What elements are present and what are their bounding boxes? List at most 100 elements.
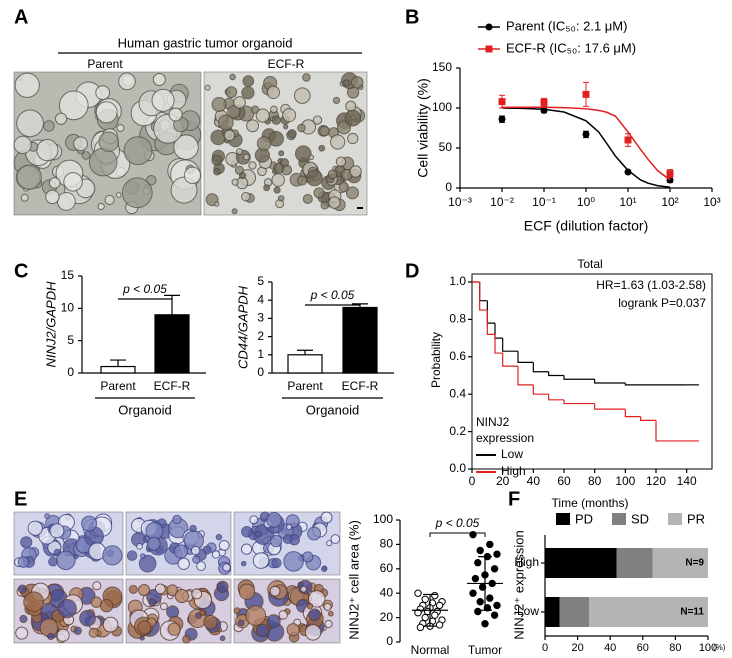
photo-blob bbox=[88, 627, 99, 638]
photo-blob bbox=[350, 76, 364, 89]
y-tick-label: 5 bbox=[257, 274, 264, 288]
y-tick-label: 100 bbox=[373, 512, 393, 526]
x-tick-label: 100 bbox=[699, 642, 717, 654]
photo-blob bbox=[54, 112, 68, 125]
photo-blob bbox=[102, 545, 123, 566]
survival-step bbox=[563, 375, 595, 380]
x-tick-label: 20 bbox=[496, 474, 510, 488]
data-point bbox=[476, 598, 484, 606]
photo-blob bbox=[116, 124, 125, 132]
sd-whisker bbox=[423, 593, 437, 627]
bar-segment bbox=[545, 548, 617, 578]
photo-blob bbox=[278, 610, 288, 620]
y-tick-label: Low bbox=[517, 604, 539, 618]
photo-blob bbox=[255, 108, 270, 123]
survival-step bbox=[479, 282, 488, 311]
bar-segment bbox=[559, 597, 590, 627]
fit-curve bbox=[502, 106, 671, 181]
data-point bbox=[414, 609, 422, 617]
survival-step bbox=[640, 416, 656, 421]
photo-blob bbox=[323, 602, 332, 612]
legend-label: High bbox=[501, 464, 526, 478]
photo-blob bbox=[254, 530, 262, 538]
photo-blob bbox=[63, 172, 83, 192]
photo-blob bbox=[95, 101, 118, 124]
x-tick-label: 140 bbox=[677, 474, 697, 488]
data-point bbox=[431, 591, 439, 600]
error-bar bbox=[297, 349, 313, 355]
x-tick-label: 60 bbox=[557, 474, 571, 488]
data-point bbox=[471, 574, 480, 583]
x-tick-label: 10¹ bbox=[619, 195, 636, 209]
photo-blob bbox=[44, 513, 51, 520]
y-tick-label: 1 bbox=[257, 347, 264, 361]
photo-blob bbox=[27, 520, 43, 536]
photo-blob bbox=[36, 139, 59, 162]
photo-blob bbox=[20, 193, 29, 202]
photo-blob bbox=[146, 174, 157, 186]
survival-step bbox=[548, 371, 564, 377]
legend-label: Parent (IC₅₀: 2.1 μM) bbox=[506, 18, 627, 33]
photo-blob bbox=[102, 616, 119, 633]
photo-blob bbox=[88, 147, 118, 177]
photo-blob bbox=[270, 105, 278, 114]
photo-blob bbox=[255, 623, 270, 638]
data-point bbox=[540, 98, 548, 106]
group-label: Organoid bbox=[118, 402, 171, 417]
photo-blob bbox=[56, 628, 70, 642]
photo-blob bbox=[191, 588, 203, 600]
data-point bbox=[493, 601, 501, 610]
group-label: Organoid bbox=[306, 402, 359, 417]
panel-label: F bbox=[508, 488, 520, 510]
photo-blob bbox=[308, 154, 315, 161]
y-axis-label: Probability bbox=[429, 332, 443, 388]
photo-blob bbox=[335, 156, 347, 167]
photo-blob bbox=[300, 585, 308, 593]
y-tick-label: 0.8 bbox=[449, 312, 466, 326]
photo-blob bbox=[248, 161, 257, 170]
data-point bbox=[624, 136, 632, 144]
photo-blob bbox=[302, 551, 314, 563]
survival-step bbox=[594, 379, 626, 384]
photo-blob bbox=[256, 136, 272, 151]
photo-blob bbox=[148, 598, 157, 607]
photo-blob bbox=[217, 114, 234, 131]
photo-blob bbox=[19, 614, 28, 624]
photo-blob bbox=[136, 542, 143, 550]
photo-blob bbox=[104, 194, 115, 206]
photo-blob bbox=[241, 191, 251, 202]
data-point bbox=[476, 546, 484, 555]
photo-blob bbox=[233, 607, 241, 615]
photo-blob bbox=[242, 153, 250, 161]
y-tick-label: 0.4 bbox=[449, 386, 466, 400]
photo-blob bbox=[242, 75, 255, 87]
photo-blob bbox=[17, 556, 30, 568]
photo-blob bbox=[277, 195, 285, 202]
y-axis-label: CD44/GAPDH bbox=[235, 285, 250, 369]
photo-blob bbox=[115, 192, 122, 198]
y-tick-label: 0.2 bbox=[449, 424, 466, 438]
photo-blob bbox=[56, 550, 76, 571]
photo-blob bbox=[273, 162, 285, 174]
photo-blob bbox=[285, 523, 293, 531]
photo-blob bbox=[16, 164, 42, 190]
bar-segment bbox=[616, 548, 653, 578]
x-tick-label: 10⁻³ bbox=[448, 195, 472, 209]
data-point bbox=[421, 613, 429, 622]
photo-blob bbox=[190, 545, 201, 556]
survival-step bbox=[655, 420, 672, 442]
x-tick-label: Normal bbox=[411, 643, 450, 657]
legend-label: Low bbox=[501, 447, 523, 461]
photo-blob bbox=[48, 177, 61, 189]
photo-blob bbox=[312, 115, 323, 125]
photo-blob bbox=[215, 533, 223, 541]
data-point bbox=[582, 130, 590, 138]
photo-blob bbox=[306, 169, 323, 187]
y-tick-label: 5 bbox=[67, 333, 74, 347]
photo-blob bbox=[249, 515, 259, 525]
photo-blob bbox=[266, 614, 281, 629]
photo-blob bbox=[227, 105, 241, 119]
x-tick-label: Parent bbox=[100, 379, 136, 393]
photo-blob bbox=[99, 598, 114, 613]
